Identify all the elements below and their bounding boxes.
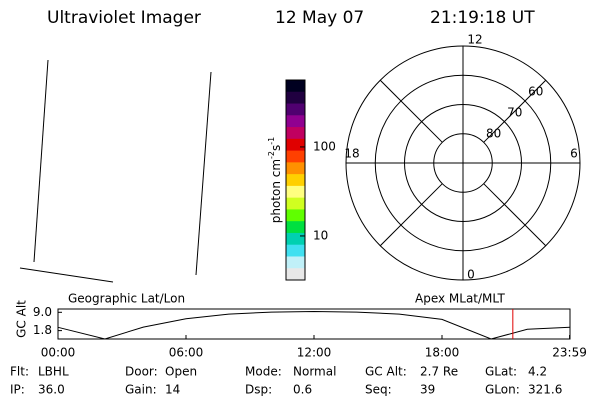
field-value: Open: [165, 365, 197, 379]
ring-label: 80: [486, 126, 501, 140]
colorbar-tick-label: 100: [313, 139, 336, 153]
colorbar-tick-label: 10: [313, 228, 328, 242]
colorbar-swatch: [286, 138, 305, 152]
polar-diagonal: [379, 183, 443, 247]
colorbar-swatch: [286, 244, 305, 257]
label-part: photon cm: [269, 159, 283, 223]
ring-label: 70: [507, 105, 522, 119]
polar-diagonal: [483, 79, 547, 143]
alt-x-tick-label: 06:00: [169, 346, 204, 360]
field-label: Mode:: [245, 365, 282, 379]
title: Ultraviolet Imager: [47, 8, 201, 28]
colorbar-swatch: [286, 150, 305, 163]
mlt-label: 18: [344, 147, 359, 161]
colorbar-swatch: [286, 197, 305, 210]
field-label: Dsp:: [245, 383, 272, 397]
colorbar-swatch: [286, 209, 305, 222]
limb-trace: [195, 71, 212, 276]
field-value: 2.7 Re: [420, 365, 458, 379]
colorbar-swatch: [286, 103, 305, 116]
ring-label: 60: [528, 84, 543, 98]
field-label: Gain:: [125, 383, 157, 397]
colorbar-swatch: [286, 80, 305, 93]
field-label: Seq:: [365, 383, 392, 397]
field-value: 4.2: [528, 365, 547, 379]
colorbar-swatch: [286, 91, 305, 105]
mlt-label: 0: [467, 268, 475, 282]
date: 12 May 07: [275, 8, 364, 28]
field-value: 321.6: [528, 383, 562, 397]
limb-trace: [19, 267, 114, 283]
field-label: IP:: [10, 383, 25, 397]
colorbar-swatch: [286, 268, 305, 281]
alt-y-tick-label: 9.0: [33, 305, 52, 319]
field-label: GLat:: [485, 365, 517, 379]
alt-left-title: Geographic Lat/Lon: [68, 292, 185, 306]
time: 21:19:18 UT: [430, 8, 535, 28]
colorbar-swatch: [286, 115, 305, 128]
label-sup: -2: [267, 151, 276, 159]
field-value: 14: [165, 383, 180, 397]
label-sup: -1: [267, 137, 276, 145]
colorbar-swatch: [286, 162, 305, 175]
alt-x-tick-label: 23:59: [552, 346, 587, 360]
alt-y-tick-label: 1.8: [33, 323, 52, 337]
colorbar-swatch: [286, 232, 305, 246]
colorbar-swatch: [286, 256, 305, 269]
label-part: s: [269, 145, 283, 151]
limb-trace: [33, 59, 49, 263]
colorbar-swatch: [286, 174, 305, 187]
alt-curve: [57, 310, 571, 340]
colorbar-swatch: [286, 127, 305, 140]
alt-x-tick-label: 00:00: [41, 346, 76, 360]
colorbar-swatch: [286, 221, 305, 234]
polar-diagonal: [483, 183, 547, 247]
alt-x-tick-label: 18:00: [425, 346, 460, 360]
alt-x-tick-label: 12:00: [297, 346, 332, 360]
colorbar-frame: [285, 79, 306, 281]
field-label: GLon:: [485, 383, 520, 397]
field-value: 39: [420, 383, 435, 397]
polar-diagonal: [379, 79, 443, 143]
colorbar-label: photon cm-2s-1: [267, 137, 283, 224]
field-value: LBHL: [38, 365, 69, 379]
colorbar-swatch: [286, 185, 305, 199]
field-label: Door:: [125, 365, 158, 379]
image-panel: [19, 59, 212, 283]
alt-right-title: Apex MLat/MLT: [415, 292, 505, 306]
field-value: 36.0: [38, 383, 65, 397]
field-value: 0.6: [293, 383, 312, 397]
field-label: Flt:: [10, 365, 29, 379]
mlt-label: 12: [467, 33, 482, 47]
field-label: GC Alt:: [365, 365, 407, 379]
alt-label: GC Alt: [15, 300, 29, 338]
mlt-label: 6: [570, 147, 578, 161]
field-value: Normal: [293, 365, 336, 379]
